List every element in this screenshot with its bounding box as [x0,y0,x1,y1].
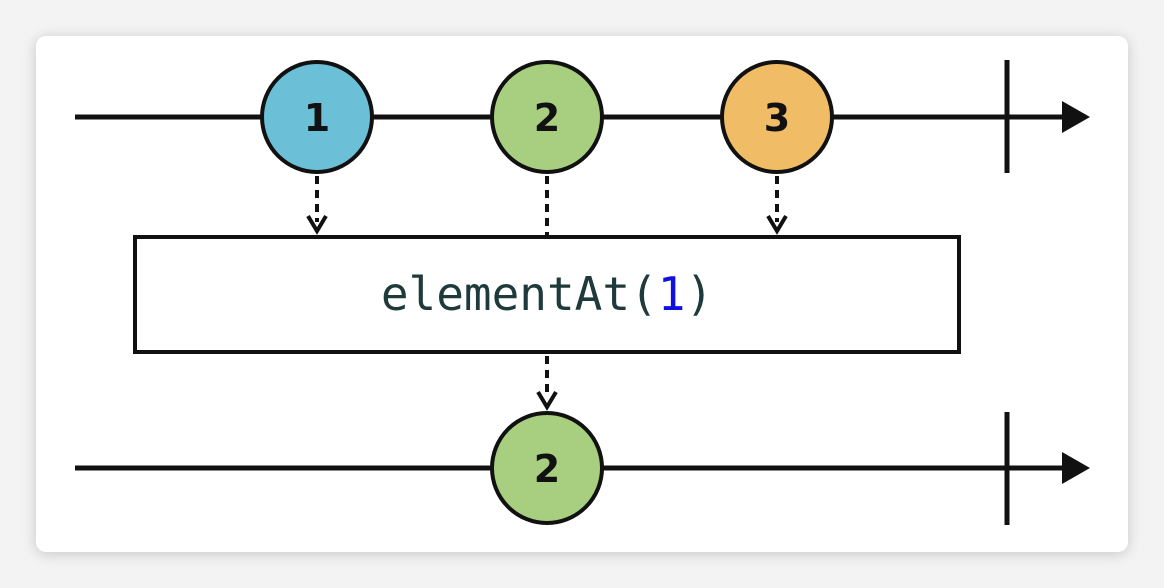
input-marble-2: 2 [490,60,604,174]
input-marble-2-circle [490,60,604,174]
input-marble-3-circle [720,60,834,174]
input-timeline-arrowhead [1062,101,1090,133]
input-marble-1-label: 1 [304,96,330,140]
output-marble-1-label: 2 [534,447,560,491]
operator-name: elementAt( [381,267,658,321]
input-marble-3-label: 3 [764,96,790,140]
output-connector [536,356,558,411]
operator-box: elementAt(1) [133,235,961,354]
operator-close: ) [685,267,713,321]
input-marble-1-circle [260,60,374,174]
input-marble-3: 3 [720,60,834,174]
input-marble-2-label: 2 [534,96,560,140]
output-marble-1: 2 [490,411,604,525]
connector-output-arrowhead [536,390,558,411]
output-timeline-arrowhead [1062,452,1090,484]
operator-label: elementAt(1) [381,267,713,321]
connector-marble-3-arrowhead [766,214,788,235]
operator-box-rect [133,235,961,354]
connector-marble-1-arrowhead [306,214,328,235]
operator-argument: 1 [658,267,686,321]
input-connectors [306,176,788,237]
output-marble-1-circle [490,411,604,525]
input-marble-1: 1 [260,60,374,174]
